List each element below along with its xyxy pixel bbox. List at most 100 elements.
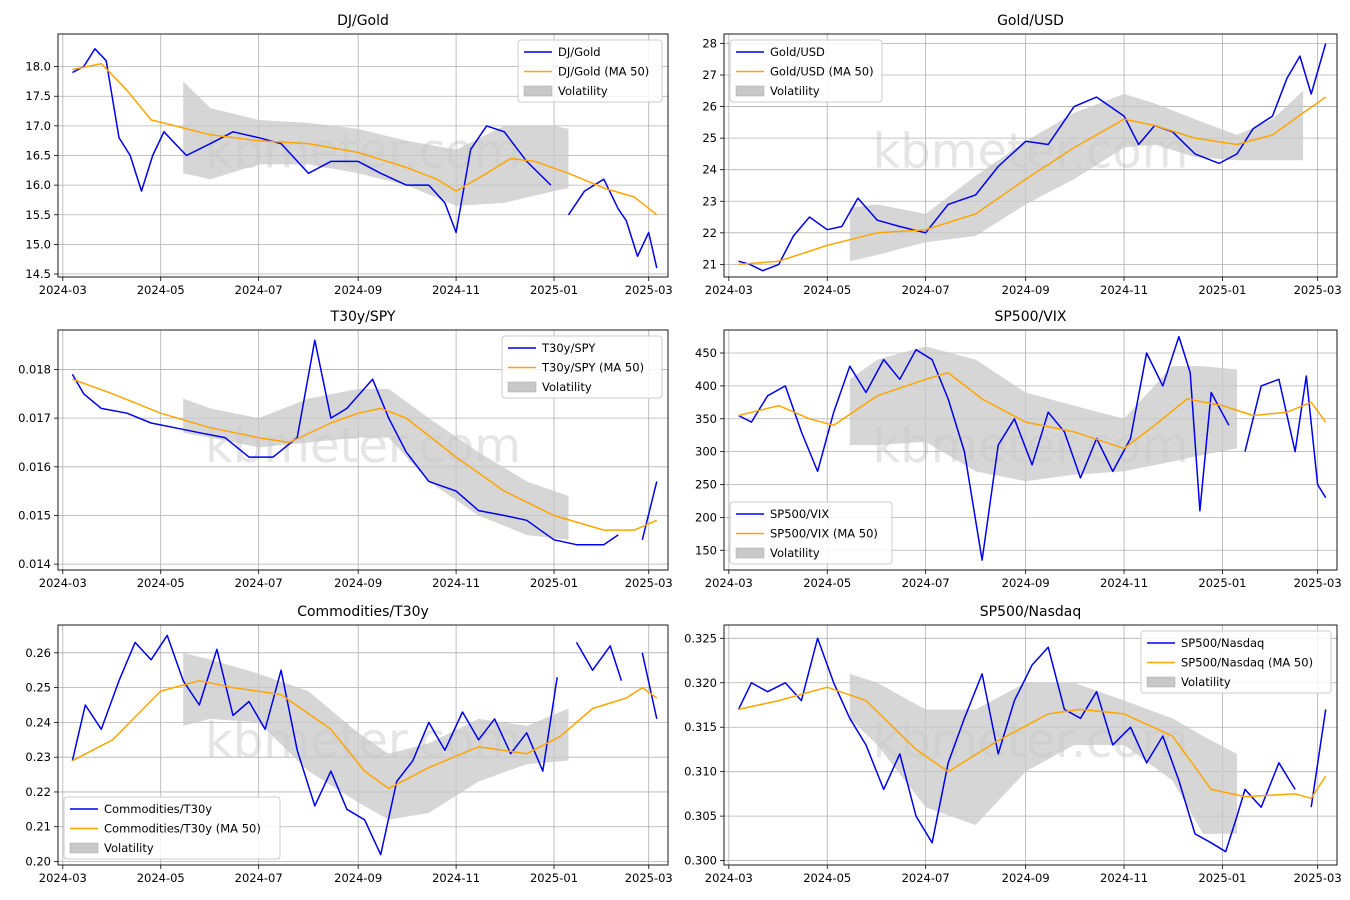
y-tick-label: 0.015 (18, 508, 51, 522)
x-tick-label: 2025-01 (530, 576, 578, 590)
y-tick-label: 300 (695, 445, 717, 459)
x-tick-label: 2024-09 (334, 576, 382, 590)
legend: SP500/VIX SP500/VIX (MA 50) Volatility (729, 501, 893, 565)
legend-box (729, 501, 893, 565)
legend-label: Volatility (1181, 675, 1231, 689)
legend-swatch (1146, 676, 1176, 688)
y-tick-label: 350 (695, 412, 717, 426)
legend-swatch (735, 85, 765, 97)
x-tick-label: 2024-07 (235, 283, 283, 297)
legend-box (501, 335, 663, 399)
x-tick-label: 2025-03 (1294, 576, 1342, 590)
y-tick-label: 0.20 (25, 855, 51, 869)
legend-label: Volatility (770, 84, 820, 98)
legend-swatch (507, 381, 537, 393)
x-tick-label: 2024-05 (803, 283, 851, 297)
sp500-nasdaq-line (737, 637, 1327, 853)
y-tick-label: 200 (695, 510, 717, 524)
commodities-t30y-ma-50-line (72, 679, 658, 790)
legend-label: Volatility (558, 84, 608, 98)
y-tick-label: 0.017 (18, 411, 51, 425)
x-tick-label: 2024-11 (432, 871, 480, 885)
y-tick-label: 15.0 (25, 237, 51, 251)
x-tick-label: 2024-05 (803, 576, 851, 590)
y-tick-label: 0.315 (684, 720, 717, 734)
legend-label: DJ/Gold (558, 45, 601, 59)
axes-frame (723, 329, 1338, 571)
dj-gold-ma-50-line (72, 62, 658, 216)
panel-gold-usd: kbmeter.com2024-032024-052024-072024-092… (702, 13, 1341, 297)
y-tick-label: 400 (695, 379, 717, 393)
legend-label: Volatility (542, 380, 592, 394)
x-tick-label: 2024-11 (1100, 871, 1148, 885)
t30y-spy-line (71, 339, 658, 546)
y-tick-label: 0.305 (684, 809, 717, 823)
x-tick-label: 2025-03 (625, 283, 673, 297)
axes-frame (723, 33, 1338, 278)
chart-title: Gold/USD (997, 13, 1064, 29)
y-tick-label: 26 (702, 100, 717, 114)
x-tick-label: 2025-03 (625, 576, 673, 590)
y-tick-label: 0.23 (25, 750, 51, 764)
panel-sp500-vix: kbmeter.com2024-032024-052024-072024-092… (695, 309, 1342, 590)
x-tick-label: 2025-03 (1294, 871, 1342, 885)
legend-label: Gold/USD (MA 50) (770, 65, 874, 79)
y-tick-label: 27 (702, 68, 717, 82)
x-tick-label: 2025-03 (625, 871, 673, 885)
y-tick-label: 28 (702, 36, 717, 50)
x-tick-label: 2024-09 (1002, 576, 1050, 590)
x-tick-label: 2025-01 (530, 283, 578, 297)
legend-label: Volatility (770, 546, 820, 560)
y-tick-label: 23 (702, 194, 717, 208)
x-tick-label: 2025-01 (1198, 871, 1246, 885)
x-tick-label: 2024-07 (902, 871, 950, 885)
x-tick-label: 2025-01 (530, 871, 578, 885)
sp500-vix-line (738, 335, 1327, 561)
legend-label: Gold/USD (770, 45, 825, 59)
volatility-band (849, 346, 1237, 482)
legend-label: T30y/SPY (541, 341, 596, 355)
y-tick-label: 22 (702, 226, 717, 240)
x-tick-label: 2024-07 (902, 283, 950, 297)
axes-frame (57, 33, 669, 278)
y-tick-label: 0.22 (25, 785, 51, 799)
legend-label: SP500/Nasdaq (MA 50) (1181, 656, 1313, 670)
y-tick-label: 0.016 (18, 460, 51, 474)
chart-title: SP500/Nasdaq (980, 604, 1081, 620)
y-tick-label: 25 (702, 131, 717, 145)
legend-label: SP500/VIX (770, 507, 829, 521)
y-tick-label: 17.0 (25, 119, 51, 133)
x-tick-label: 2024-11 (432, 576, 480, 590)
legend-label: SP500/VIX (MA 50) (770, 527, 878, 541)
x-tick-label: 2024-09 (334, 283, 382, 297)
x-tick-label: 2025-01 (1198, 283, 1246, 297)
legend-box (1140, 630, 1332, 694)
y-tick-label: 0.25 (25, 681, 51, 695)
y-tick-label: 15.5 (25, 208, 51, 222)
volatility-band (183, 388, 569, 540)
x-tick-label: 2024-11 (1100, 283, 1148, 297)
x-tick-label: 2024-09 (334, 871, 382, 885)
x-tick-label: 2024-03 (705, 283, 753, 297)
x-tick-label: 2025-01 (1198, 576, 1246, 590)
x-tick-label: 2024-07 (235, 871, 283, 885)
x-tick-label: 2024-11 (432, 283, 480, 297)
chart-title: T30y/SPY (330, 309, 396, 325)
x-tick-label: 2024-03 (705, 871, 753, 885)
y-tick-label: 18.0 (25, 60, 51, 74)
sp500-nasdaq-ma-50-line (738, 686, 1327, 800)
y-tick-label: 0.24 (25, 715, 51, 729)
panel-sp500-nasdaq: kbmeter.com2024-032024-052024-072024-092… (684, 604, 1342, 885)
legend-box (517, 39, 663, 103)
y-tick-label: 17.5 (25, 89, 51, 103)
legend-box (63, 796, 281, 860)
y-tick-label: 250 (695, 478, 717, 492)
legend-label: Volatility (104, 841, 154, 855)
axes-frame (57, 329, 669, 571)
y-tick-label: 21 (702, 257, 717, 271)
x-tick-label: 2025-03 (1294, 283, 1342, 297)
y-tick-label: 150 (695, 543, 717, 557)
x-tick-label: 2024-03 (705, 576, 753, 590)
legend: T30y/SPY T30y/SPY (MA 50) Volatility (501, 335, 663, 399)
x-tick-label: 2024-05 (137, 283, 185, 297)
